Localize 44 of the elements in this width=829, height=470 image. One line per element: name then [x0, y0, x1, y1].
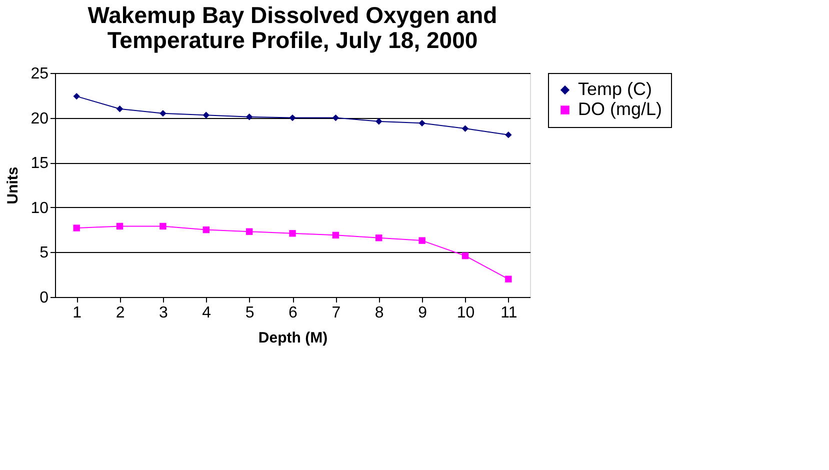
y-tick-label: 25 — [30, 66, 49, 82]
x-tick-label: 7 — [332, 304, 341, 322]
legend-label: Temp (C) — [578, 79, 652, 99]
point — [202, 226, 210, 234]
x-axis-title: Depth (M) — [258, 330, 328, 346]
y-tick-label: 0 — [40, 290, 49, 306]
y-tick-label: 20 — [30, 110, 49, 128]
x-tick-label: 6 — [288, 304, 298, 322]
point — [289, 230, 296, 237]
point — [73, 224, 80, 232]
x-tick-label: 8 — [374, 304, 384, 322]
point — [289, 114, 296, 122]
y-axis-title: Units — [4, 166, 22, 204]
point — [376, 118, 382, 125]
x-tick-label: 10 — [456, 304, 475, 322]
point — [246, 228, 253, 235]
x-tick-label: 3 — [159, 304, 168, 322]
point — [332, 232, 340, 239]
legend-label: DO (mg/L) — [578, 99, 662, 119]
chart-title: Wakemup Bay Dissolved Oxygen and Temperature Profile, July 18, 2000 — [88, 2, 498, 53]
point — [116, 105, 124, 112]
x-tick-label: 1 — [72, 304, 82, 322]
point — [160, 222, 166, 230]
x-tick-label: 11 — [500, 304, 518, 322]
point — [202, 112, 210, 118]
point — [246, 114, 253, 120]
point — [376, 234, 382, 242]
point — [73, 92, 80, 100]
x-tick-label: 4 — [202, 304, 212, 322]
x-tick-label: 5 — [245, 304, 254, 322]
point — [462, 252, 469, 260]
point — [160, 110, 166, 117]
x-tick-label: 2 — [116, 304, 125, 322]
point — [332, 114, 340, 122]
point — [505, 276, 512, 282]
y-tick-label: 5 — [40, 244, 49, 262]
point — [116, 222, 124, 230]
y-tick-label: 15 — [30, 155, 49, 172]
point — [462, 125, 469, 132]
x-tick-label: 9 — [418, 304, 428, 322]
point — [418, 120, 426, 127]
point — [505, 131, 512, 138]
point — [418, 237, 426, 244]
y-tick-label: 10 — [30, 200, 49, 217]
